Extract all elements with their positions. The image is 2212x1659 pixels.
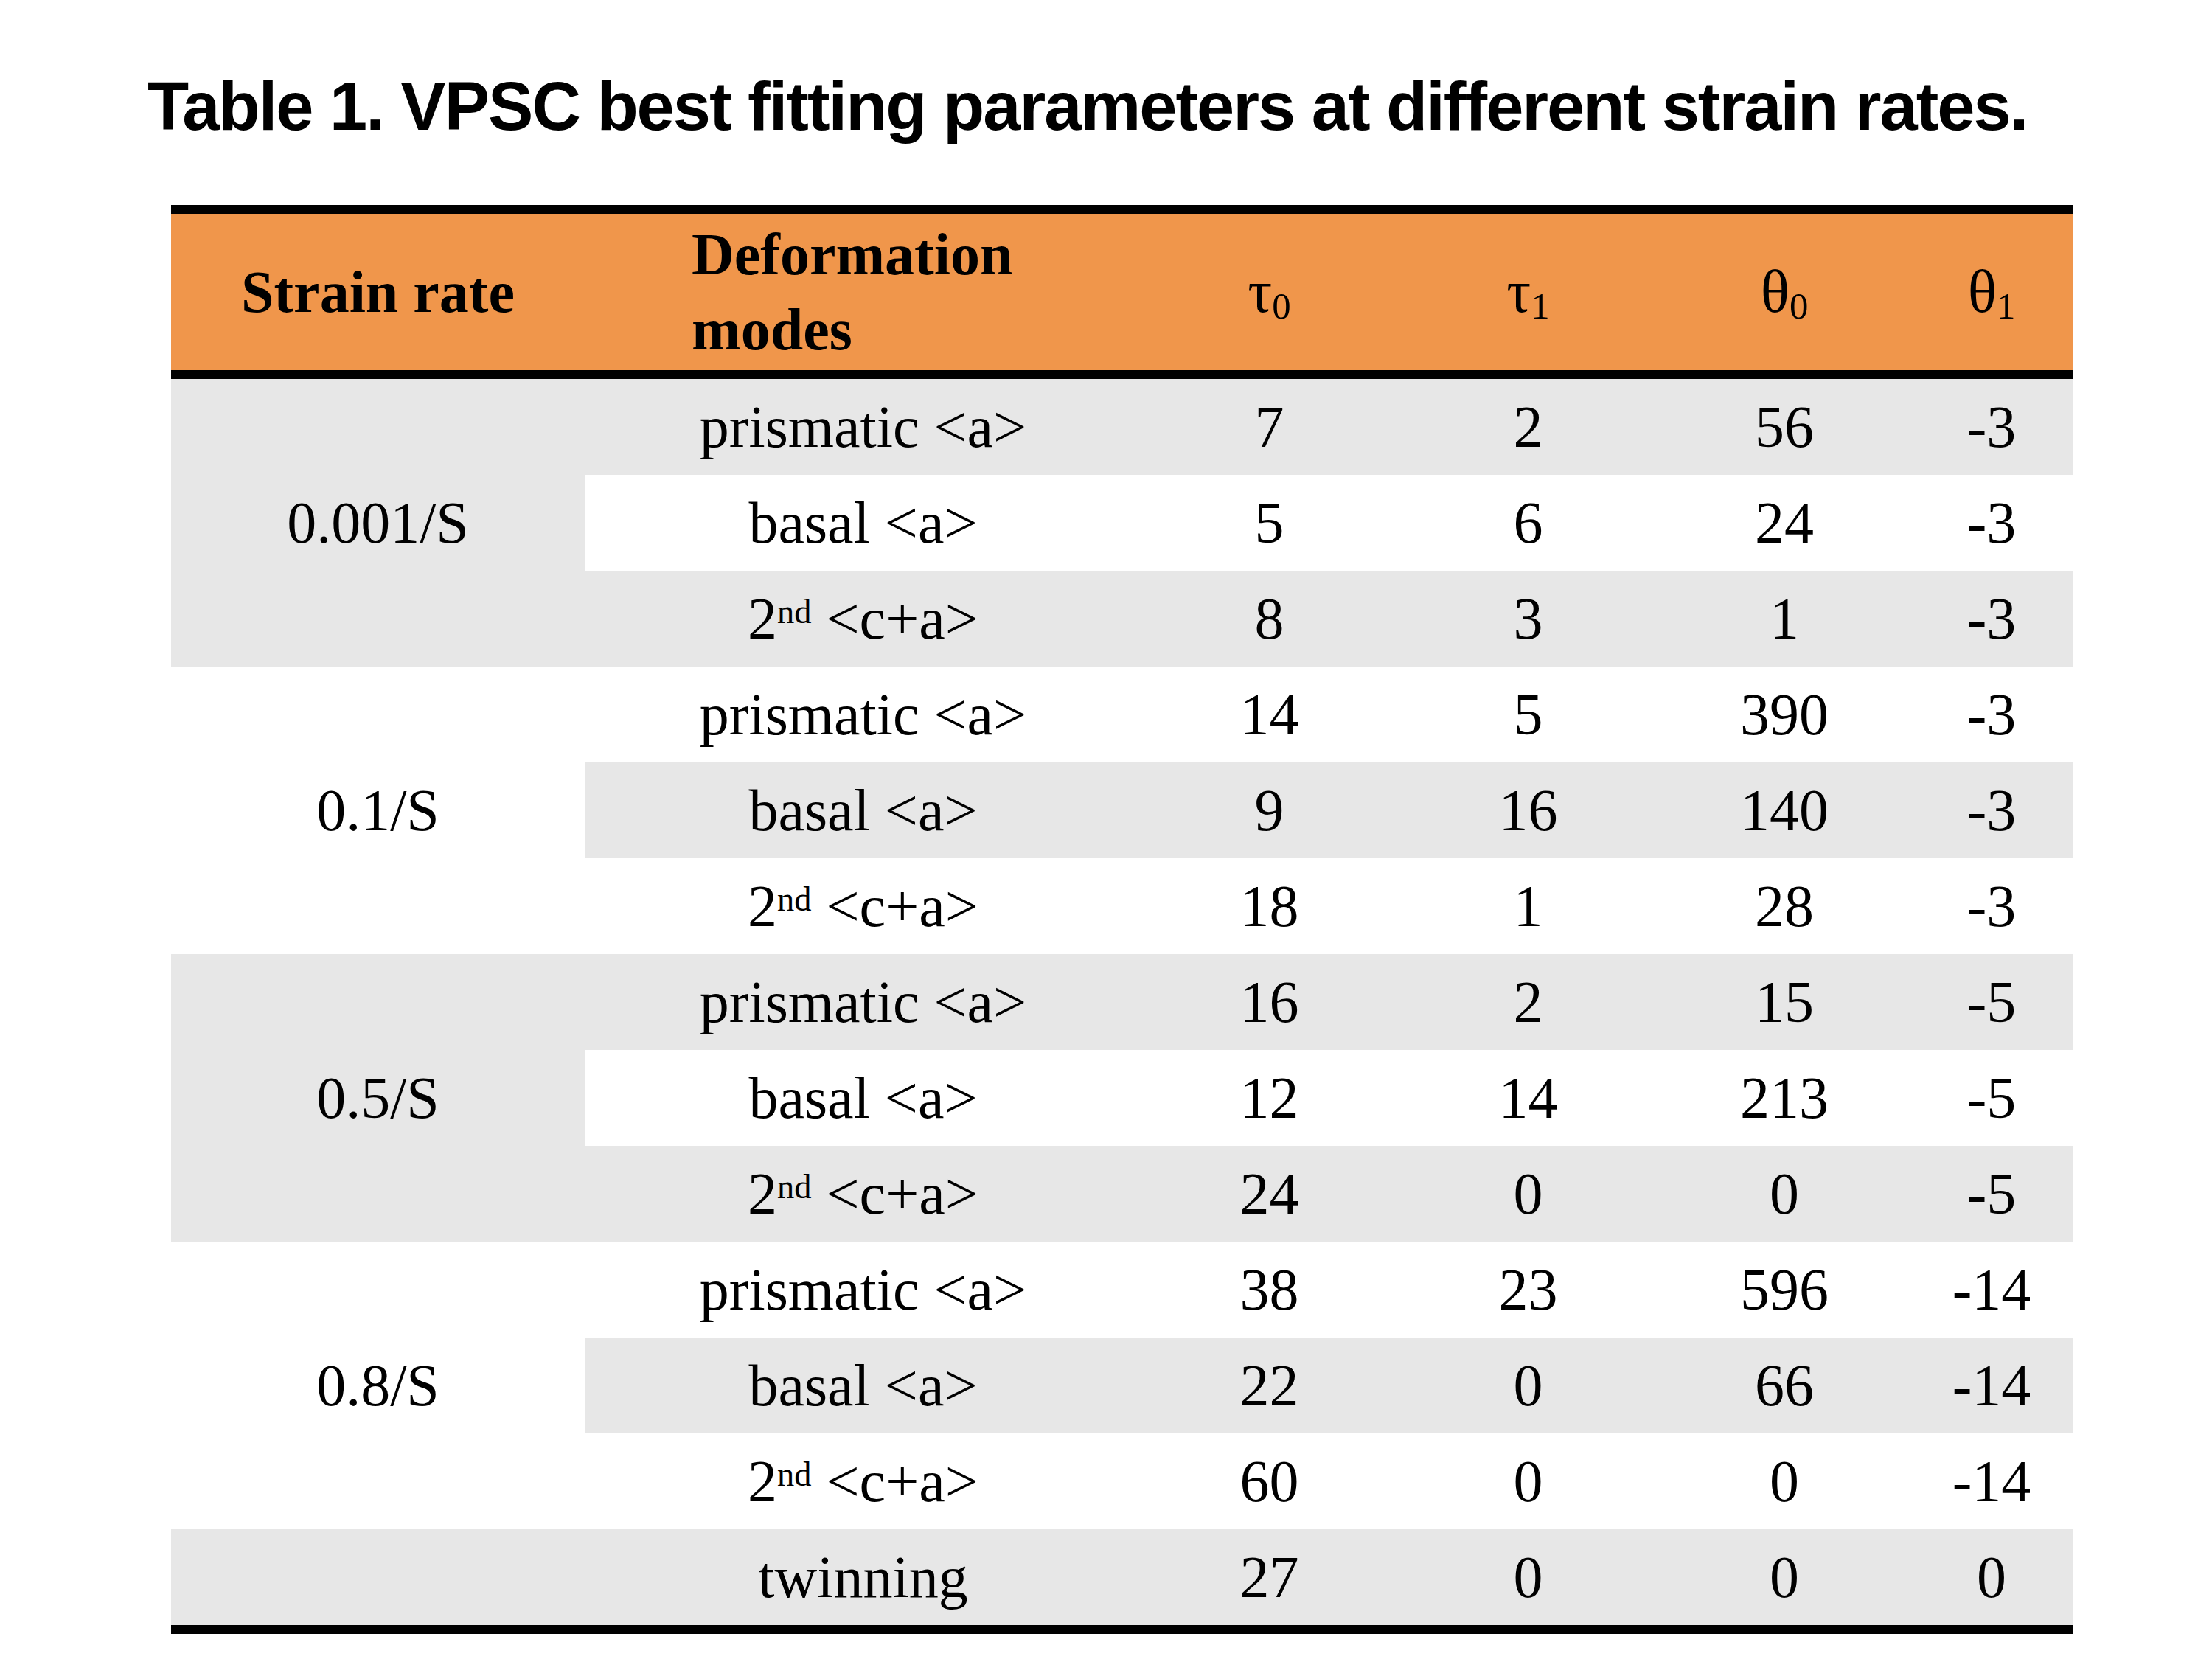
mode-cell: 2nd <c+a> <box>585 1433 1141 1529</box>
tau0-cell: 7 <box>1141 375 1397 475</box>
theta1-cell: -14 <box>1910 1433 2073 1529</box>
mode-cell: basal <a> <box>585 1050 1141 1146</box>
mode-cell: prismatic <a> <box>585 375 1141 475</box>
theta0-cell: 140 <box>1659 762 1910 858</box>
theta1-cell: -14 <box>1910 1338 2073 1433</box>
theta1-cell: -3 <box>1910 762 2073 858</box>
header-deformation-modes: Deformation modes <box>585 209 1141 375</box>
strain-rate-cell: 0.5/S <box>171 954 585 1242</box>
tau0-cell: 38 <box>1141 1242 1397 1338</box>
theta0-cell: 0 <box>1659 1529 1910 1630</box>
theta0-cell: 24 <box>1659 475 1910 571</box>
theta0-cell: 56 <box>1659 375 1910 475</box>
tau1-cell: 23 <box>1397 1242 1659 1338</box>
tau0-cell: 16 <box>1141 954 1397 1050</box>
table-row: 0.1/S prismatic <a> 14 5 390 -3 <box>171 667 2073 762</box>
theta0-cell: 390 <box>1659 667 1910 762</box>
theta1-cell: -5 <box>1910 1050 2073 1146</box>
table-row: 0.5/S prismatic <a> 16 2 15 -5 <box>171 954 2073 1050</box>
theta0-cell: 596 <box>1659 1242 1910 1338</box>
strain-rate-cell-empty <box>171 1529 585 1630</box>
mode-cell: prismatic <a> <box>585 954 1141 1050</box>
tau1-cell: 2 <box>1397 954 1659 1050</box>
table-caption: Table 1. VPSC best fitting parameters at… <box>147 68 2027 145</box>
mode-cell: twinning <box>585 1529 1141 1630</box>
tau0-cell: 12 <box>1141 1050 1397 1146</box>
tau0-cell: 24 <box>1141 1146 1397 1242</box>
tau0-cell: 60 <box>1141 1433 1397 1529</box>
tau1-cell: 14 <box>1397 1050 1659 1146</box>
strain-rate-cell: 0.001/S <box>171 375 585 667</box>
tau1-cell: 3 <box>1397 571 1659 667</box>
tau0-cell: 22 <box>1141 1338 1397 1433</box>
theta0-cell: 0 <box>1659 1433 1910 1529</box>
tau0-cell: 27 <box>1141 1529 1397 1630</box>
tau1-cell: 2 <box>1397 375 1659 475</box>
mode-cell: basal <a> <box>585 762 1141 858</box>
theta1-cell: -3 <box>1910 667 2073 762</box>
header-theta1: θ1 <box>1910 209 2073 375</box>
table-row: 0.001/S prismatic <a> 7 2 56 -3 <box>171 375 2073 475</box>
header-tau1: τ1 <box>1397 209 1659 375</box>
theta1-cell: -3 <box>1910 375 2073 475</box>
vpsc-parameters-table: Strain rate Deformation modes τ0 τ1 θ0 θ… <box>171 205 2073 1634</box>
tau0-cell: 5 <box>1141 475 1397 571</box>
tau0-cell: 8 <box>1141 571 1397 667</box>
theta1-cell: -5 <box>1910 1146 2073 1242</box>
mode-cell: basal <a> <box>585 1338 1141 1433</box>
mode-cell: prismatic <a> <box>585 667 1141 762</box>
tau1-cell: 1 <box>1397 858 1659 954</box>
header-strain-rate: Strain rate <box>171 209 585 375</box>
tau0-cell: 14 <box>1141 667 1397 762</box>
mode-cell: 2nd <c+a> <box>585 1146 1141 1242</box>
theta0-cell: 1 <box>1659 571 1910 667</box>
strain-rate-cell: 0.1/S <box>171 667 585 954</box>
strain-rate-cell: 0.8/S <box>171 1242 585 1529</box>
tau0-cell: 9 <box>1141 762 1397 858</box>
tau1-cell: 16 <box>1397 762 1659 858</box>
theta0-cell: 66 <box>1659 1338 1910 1433</box>
tau0-cell: 18 <box>1141 858 1397 954</box>
theta1-cell: -3 <box>1910 571 2073 667</box>
table-body: 0.001/S prismatic <a> 7 2 56 -3 basal <a… <box>171 375 2073 1630</box>
tau1-cell: 5 <box>1397 667 1659 762</box>
mode-cell: 2nd <c+a> <box>585 571 1141 667</box>
header-row: Strain rate Deformation modes τ0 τ1 θ0 θ… <box>171 209 2073 375</box>
theta1-cell: -3 <box>1910 858 2073 954</box>
theta1-cell: 0 <box>1910 1529 2073 1630</box>
theta0-cell: 213 <box>1659 1050 1910 1146</box>
mode-cell: basal <a> <box>585 475 1141 571</box>
theta1-cell: -14 <box>1910 1242 2073 1338</box>
mode-cell: 2nd <c+a> <box>585 858 1141 954</box>
tau1-cell: 0 <box>1397 1433 1659 1529</box>
theta0-cell: 28 <box>1659 858 1910 954</box>
table-row: 0.8/S prismatic <a> 38 23 596 -14 <box>171 1242 2073 1338</box>
header-theta0: θ0 <box>1659 209 1910 375</box>
theta0-cell: 0 <box>1659 1146 1910 1242</box>
table-header: Strain rate Deformation modes τ0 τ1 θ0 θ… <box>171 209 2073 375</box>
mode-cell: prismatic <a> <box>585 1242 1141 1338</box>
header-tau0: τ0 <box>1141 209 1397 375</box>
table-row: twinning 27 0 0 0 <box>171 1529 2073 1630</box>
theta0-cell: 15 <box>1659 954 1910 1050</box>
tau1-cell: 6 <box>1397 475 1659 571</box>
tau1-cell: 0 <box>1397 1146 1659 1242</box>
tau1-cell: 0 <box>1397 1338 1659 1433</box>
theta1-cell: -3 <box>1910 475 2073 571</box>
tau1-cell: 0 <box>1397 1529 1659 1630</box>
theta1-cell: -5 <box>1910 954 2073 1050</box>
